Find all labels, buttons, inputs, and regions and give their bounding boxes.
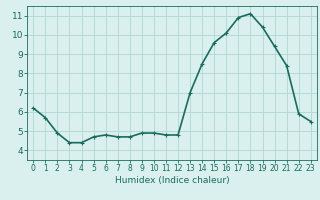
X-axis label: Humidex (Indice chaleur): Humidex (Indice chaleur) — [115, 176, 229, 185]
